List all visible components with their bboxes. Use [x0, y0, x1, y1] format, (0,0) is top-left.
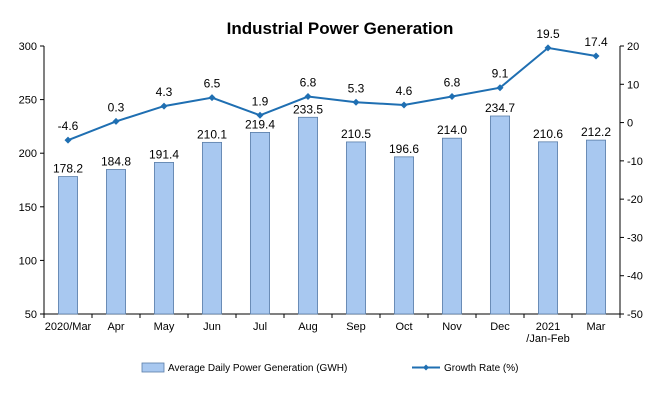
- growth-rate-point: [304, 93, 312, 101]
- y-right-tick-label: 20: [627, 41, 639, 53]
- y-right-tick-label: -50: [627, 309, 643, 321]
- bar-value-label: 196.6: [389, 142, 419, 156]
- y-left-tick-label: 150: [19, 202, 37, 214]
- bar: [153, 162, 174, 315]
- bar: [489, 115, 510, 315]
- bar-value-label: 214.0: [437, 123, 467, 137]
- growth-rate-label: 0.3: [108, 100, 125, 114]
- bar-value-label: 210.5: [341, 127, 371, 141]
- bar: [297, 116, 318, 315]
- bar-value-label: 210.6: [533, 127, 563, 141]
- y-right-tick-label: -20: [627, 194, 643, 206]
- legend-line-label: Growth Rate (%): [444, 363, 518, 374]
- growth-rate-label: 6.8: [444, 76, 461, 90]
- y-left-tick-label: 300: [19, 41, 37, 53]
- x-tick-label: Aug: [298, 321, 318, 333]
- bar-value-label: 233.5: [293, 102, 323, 116]
- x-tick-label: Nov: [442, 321, 462, 333]
- growth-rate-point: [160, 102, 168, 110]
- bar-value-label: 184.8: [101, 154, 131, 168]
- bar: [106, 169, 127, 315]
- bar-value-label: 178.2: [53, 162, 83, 176]
- x-tick-label: Apr: [107, 321, 124, 333]
- y-right-tick-label: 0: [627, 118, 633, 130]
- growth-rate-line: [67, 46, 597, 142]
- x-tick-label: Oct: [395, 321, 412, 333]
- growth-rate-point: [256, 111, 264, 119]
- x-tick-label: /Jan-Feb: [526, 333, 569, 345]
- bar: [249, 132, 270, 315]
- x-tick-label: Jun: [203, 321, 221, 333]
- growth-rate-label: 5.3: [348, 81, 365, 95]
- bar: [201, 141, 222, 315]
- bar-value-label: 219.4: [245, 117, 275, 131]
- bar: [58, 176, 79, 315]
- growth-rate-point: [112, 117, 120, 125]
- bar: [441, 137, 462, 315]
- legend-bar-swatch: [141, 362, 165, 373]
- y-left-tick-label: 100: [19, 255, 37, 267]
- growth-rate-point: [496, 84, 504, 92]
- growth-rate-point: [400, 101, 408, 109]
- y-right-tick-label: 10: [627, 79, 639, 91]
- bar: [538, 141, 559, 315]
- growth-rate-point: [592, 52, 600, 60]
- growth-rate-label: 4.3: [156, 85, 173, 99]
- growth-rate-label: 19.5: [536, 27, 560, 41]
- x-tick-label: 2021: [536, 321, 560, 333]
- growth-rate-point: [208, 94, 216, 102]
- bar-value-label: 191.4: [149, 147, 179, 161]
- bar-value-label: 210.1: [197, 127, 227, 141]
- bar-value-label: 212.2: [581, 125, 611, 139]
- growth-rate-label: 6.8: [300, 76, 317, 90]
- growth-rate-label: 4.6: [396, 84, 413, 98]
- legend: Average Daily Power Generation (GWH) Gro…: [141, 362, 518, 374]
- growth-rate-label: 9.1: [492, 67, 509, 81]
- plot-area: 50 100 150 200 250 300 -50 -40 -30 -20 -10 0 10 20 202…: [19, 27, 643, 345]
- growth-rate-label: 6.5: [204, 77, 221, 91]
- bar: [586, 139, 607, 315]
- y-left-tick-label: 250: [19, 95, 37, 107]
- growth-rate-label: 17.4: [584, 35, 608, 49]
- y-right-tick-label: -10: [627, 156, 643, 168]
- y-left-tick-label: 200: [19, 148, 37, 160]
- growth-rate-label: -4.6: [58, 119, 79, 133]
- legend-bar-label: Average Daily Power Generation (GWH): [168, 363, 347, 374]
- bar: [345, 141, 366, 315]
- x-tick-label: 2020/Mar: [45, 321, 92, 333]
- x-tick-label: Jul: [253, 321, 267, 333]
- y-right-tick-label: -40: [627, 271, 643, 283]
- x-tick-label: Sep: [346, 321, 366, 333]
- x-tick-label: Mar: [587, 321, 606, 333]
- chart-title: Industrial Power Generation: [227, 19, 454, 38]
- growth-rate-point: [448, 93, 456, 101]
- y-left-tick-label: 50: [25, 309, 37, 321]
- legend-line-marker: [423, 364, 429, 371]
- y-right-tick-label: -30: [627, 232, 643, 244]
- growth-rate-label: 1.9: [252, 94, 269, 108]
- growth-rate-point: [544, 44, 552, 52]
- bar: [393, 156, 414, 315]
- growth-rate-point: [64, 136, 72, 144]
- x-tick-label: Dec: [490, 321, 510, 333]
- x-tick-label: May: [154, 321, 175, 333]
- growth-rate-point: [352, 98, 360, 106]
- bar-value-label: 234.7: [485, 101, 515, 115]
